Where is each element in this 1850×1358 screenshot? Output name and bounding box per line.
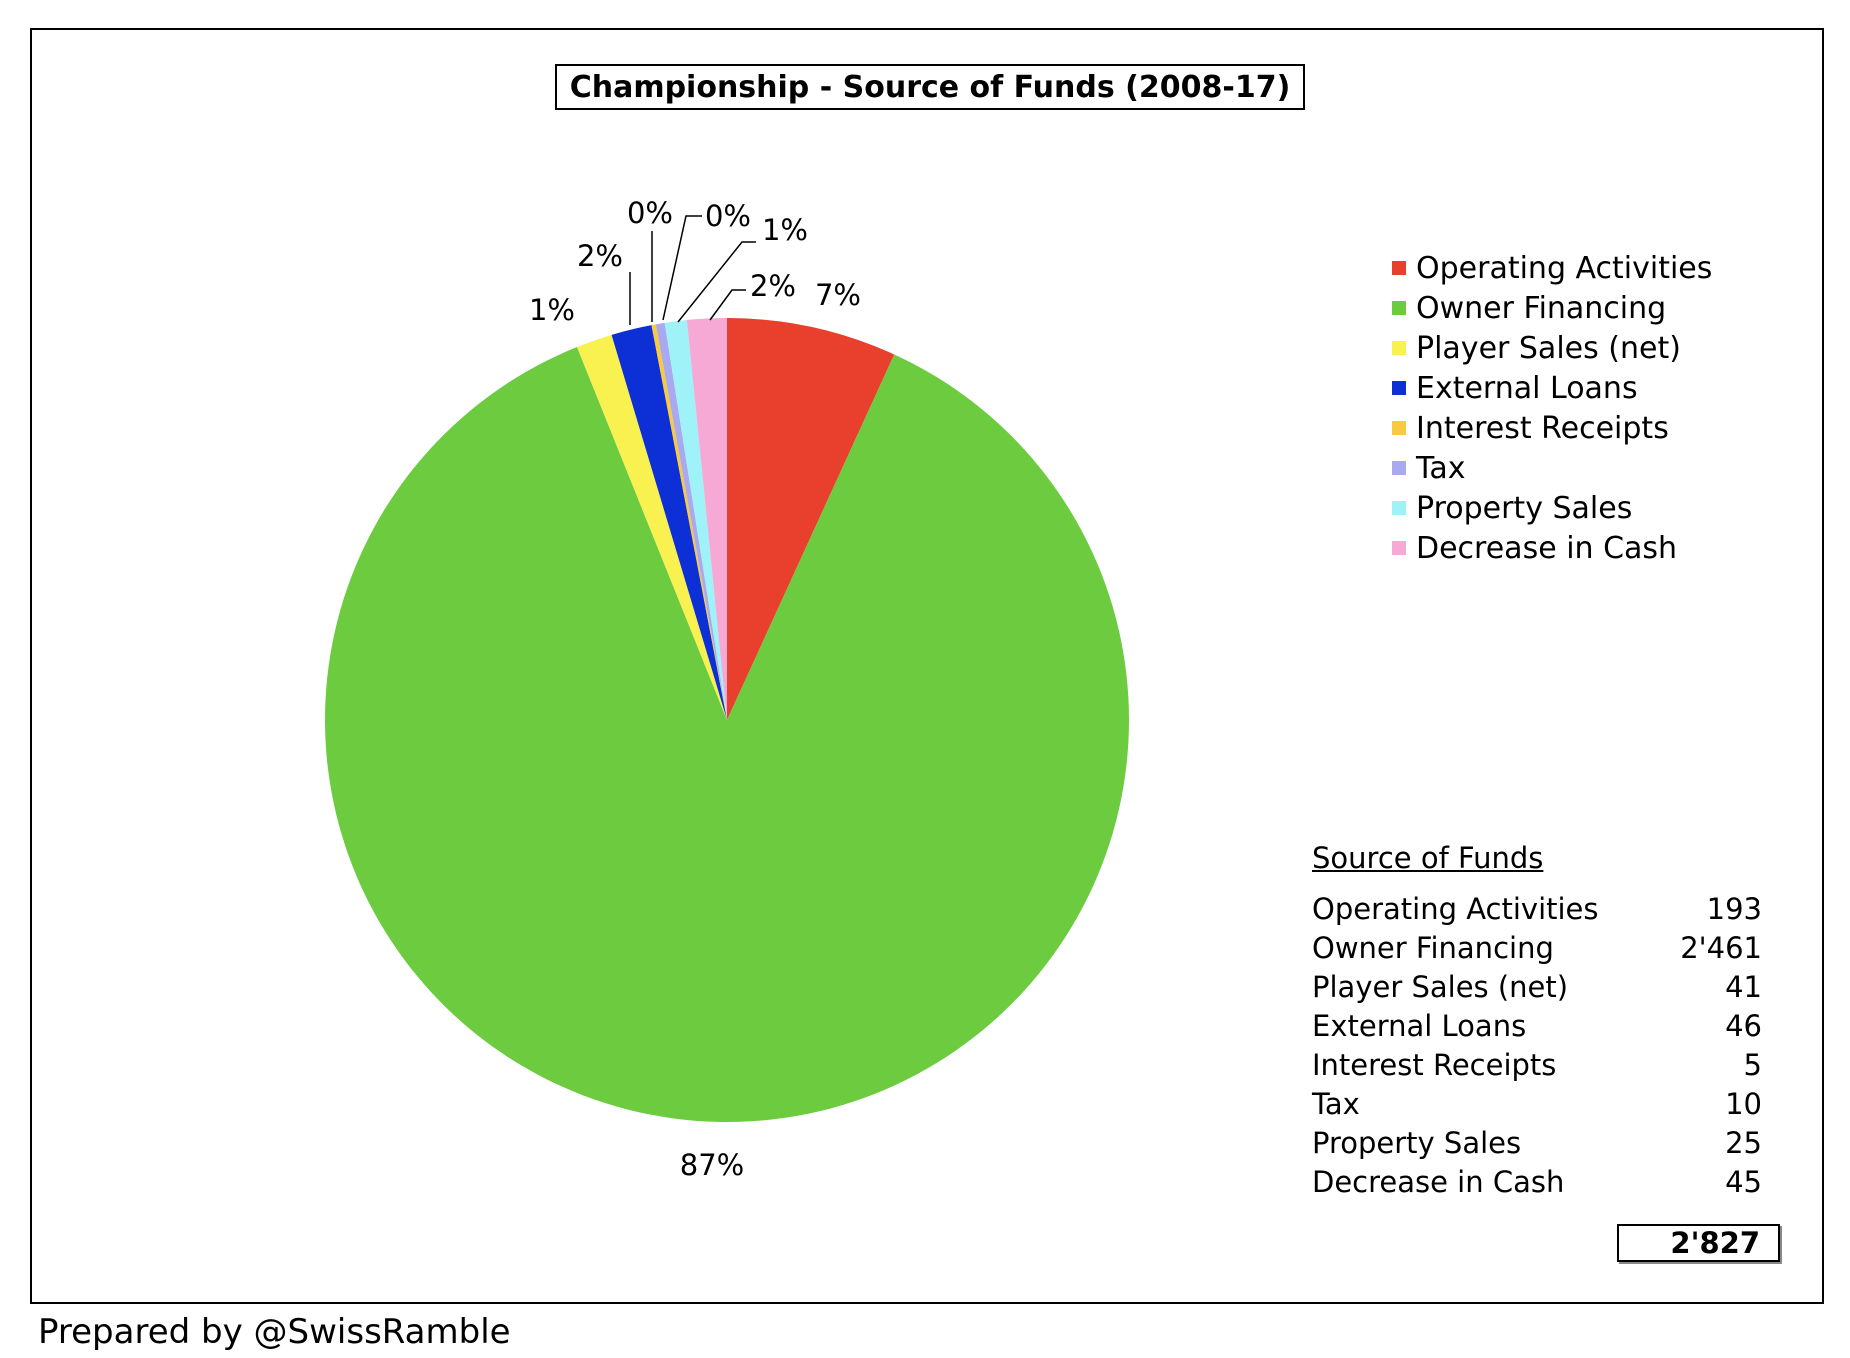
- table-row-value: 46: [1725, 1009, 1762, 1043]
- legend-item: Decrease in Cash: [1392, 528, 1712, 568]
- table-row-value: 5: [1743, 1048, 1762, 1082]
- table-row-value: 41: [1725, 970, 1762, 1004]
- pie-label-leader: [709, 289, 746, 321]
- table-row: Player Sales (net) 41: [1312, 968, 1762, 1007]
- table-row-value: 2'461: [1680, 931, 1762, 965]
- legend-swatch: [1392, 261, 1406, 275]
- table-row-label: Player Sales (net): [1312, 970, 1569, 1004]
- pie-slice-label: 7%: [815, 278, 861, 312]
- table-row-label: Decrease in Cash: [1312, 1165, 1565, 1199]
- legend-item: External Loans: [1392, 368, 1712, 408]
- table-row: Interest Receipts 5: [1312, 1046, 1762, 1085]
- pie-slice-property-sales: [664, 320, 727, 720]
- table-row-label: Tax: [1312, 1087, 1360, 1121]
- footer-credit: Prepared by @SwissRamble: [38, 1312, 511, 1352]
- legend-item: Operating Activities: [1392, 248, 1712, 288]
- legend: Operating Activities Owner Financing Playe…: [1392, 248, 1712, 568]
- table-row-value: 10: [1725, 1087, 1762, 1121]
- pie-slice-label: 2%: [750, 269, 796, 303]
- legend-swatch: [1392, 301, 1406, 315]
- table-row: Owner Financing 2'461: [1312, 929, 1762, 968]
- legend-label: Decrease in Cash: [1416, 530, 1678, 566]
- table-row: Decrease in Cash 45: [1312, 1163, 1762, 1202]
- legend-item: Owner Financing: [1392, 288, 1712, 328]
- legend-swatch: [1392, 541, 1406, 555]
- table-row-label: Property Sales: [1312, 1126, 1522, 1160]
- pie-label-leader: [677, 241, 756, 323]
- table-title: Source of Funds: [1312, 841, 1544, 875]
- table-row-label: External Loans: [1312, 1009, 1527, 1043]
- pie-slice-label: 1%: [762, 213, 808, 247]
- table-row-value: 45: [1725, 1165, 1762, 1199]
- table-row-label: Owner Financing: [1312, 931, 1554, 965]
- pie-slice-owner-financing: [325, 347, 1130, 1122]
- legend-item: Tax: [1392, 448, 1712, 488]
- pie-slice-label: 1%: [529, 293, 575, 327]
- table-row: Tax 10: [1312, 1085, 1762, 1124]
- table-row-label: Interest Receipts: [1312, 1048, 1557, 1082]
- legend-label: Tax: [1416, 450, 1466, 486]
- legend-swatch: [1392, 421, 1406, 435]
- table-row: Operating Activities 193: [1312, 890, 1762, 929]
- table-total: 2'827: [1617, 1224, 1780, 1262]
- table-row-value: 193: [1706, 892, 1762, 926]
- legend-item: Property Sales: [1392, 488, 1712, 528]
- legend-swatch: [1392, 501, 1406, 515]
- pie-label-leader: [662, 215, 702, 321]
- legend-item: Player Sales (net): [1392, 328, 1712, 368]
- legend-label: Player Sales (net): [1416, 330, 1681, 366]
- pie-slice-operating-activities: [727, 318, 895, 720]
- legend-label: External Loans: [1416, 370, 1638, 406]
- pie-slice-decrease-in-cash: [686, 318, 727, 720]
- table-row: External Loans 46: [1312, 1007, 1762, 1046]
- pie-slice-label: 2%: [577, 239, 623, 273]
- legend-label: Property Sales: [1416, 490, 1633, 526]
- legend-swatch: [1392, 381, 1406, 395]
- table-row-value: 25: [1725, 1126, 1762, 1160]
- legend-label: Owner Financing: [1416, 290, 1667, 326]
- table-row: Property Sales 25: [1312, 1124, 1762, 1163]
- pie-slice-label: 0%: [705, 199, 751, 233]
- legend-swatch: [1392, 341, 1406, 355]
- legend-label: Operating Activities: [1416, 250, 1713, 286]
- pie-slice-label: 87%: [680, 1148, 744, 1182]
- chart-title-text: Championship - Source of Funds (2008-17): [569, 69, 1291, 105]
- chart-title: Championship - Source of Funds (2008-17): [555, 64, 1305, 110]
- source-of-funds-table: Source of Funds Operating Activities 193 O…: [1312, 838, 1762, 1202]
- pie-slice-label: 0%: [627, 196, 673, 230]
- legend-label: Interest Receipts: [1416, 410, 1669, 446]
- pie-slice-player-sales-net: [576, 334, 727, 720]
- pie-slice-external-loans: [611, 325, 727, 720]
- legend-swatch: [1392, 461, 1406, 475]
- pie-slice-tax: [655, 322, 727, 720]
- legend-item: Interest Receipts: [1392, 408, 1712, 448]
- pie-slice-interest-receipts: [651, 324, 727, 720]
- table-row-label: Operating Activities: [1312, 892, 1599, 926]
